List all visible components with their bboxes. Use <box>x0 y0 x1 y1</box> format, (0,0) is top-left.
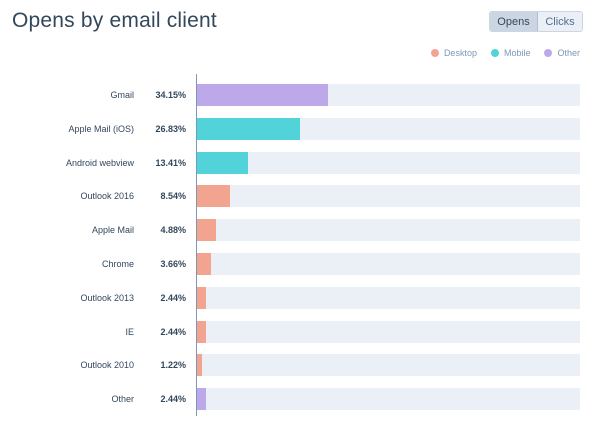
legend-dot-other-icon <box>544 49 553 57</box>
value-label: 26.83% <box>155 124 186 134</box>
chart-row: Chrome 3.66% <box>0 253 600 275</box>
bar-track <box>197 118 580 140</box>
category-label: Gmail <box>110 90 134 100</box>
bar[interactable] <box>197 185 230 207</box>
chart-row: Outlook 2013 2.44% <box>0 287 600 309</box>
value-label: 4.88% <box>160 225 186 235</box>
chart-row: Outlook 2010 1.22% <box>0 354 600 376</box>
category-label: Chrome <box>101 259 134 269</box>
bar-track <box>197 185 580 207</box>
category-label: Apple Mail (iOS) <box>68 124 134 134</box>
value-label: 3.66% <box>160 259 186 269</box>
value-label: 8.54% <box>160 191 186 201</box>
legend-dot-mobile-icon <box>490 49 499 57</box>
chart-legend: Desktop Mobile Other <box>417 48 580 58</box>
bar[interactable] <box>197 354 202 376</box>
bar[interactable] <box>197 287 207 309</box>
category-label: Android webview <box>65 158 134 168</box>
value-label: 2.44% <box>160 293 186 303</box>
bar-track <box>197 321 580 343</box>
value-label: 34.15% <box>155 90 186 100</box>
bar-track <box>197 388 580 410</box>
bar-track <box>197 253 580 275</box>
value-label: 1.22% <box>160 360 186 370</box>
chart-row: IE 2.44% <box>0 321 600 343</box>
chart-row: Other 2.44% <box>0 388 600 410</box>
category-label: Other <box>111 394 134 404</box>
legend-label-desktop: Desktop <box>443 48 477 58</box>
bar-track <box>197 354 580 376</box>
opens-clicks-toggle: Opens Clicks <box>489 11 583 32</box>
clicks-toggle-button[interactable]: Clicks <box>538 12 582 31</box>
chart-row: Apple Mail (iOS) 26.83% <box>0 118 600 140</box>
bar[interactable] <box>197 388 207 410</box>
legend-item-other: Other <box>544 48 580 58</box>
chart-row: Apple Mail 4.88% <box>0 219 600 241</box>
category-label: Outlook 2016 <box>80 191 134 201</box>
category-label: IE <box>125 327 134 337</box>
opens-toggle-button[interactable]: Opens <box>490 12 538 31</box>
chart-row: Outlook 2016 8.54% <box>0 185 600 207</box>
category-label: Outlook 2010 <box>80 360 134 370</box>
category-label: Apple Mail <box>91 225 134 235</box>
chart-axis-line <box>196 74 197 416</box>
category-label: Outlook 2013 <box>80 293 134 303</box>
bar-track <box>197 84 580 106</box>
bar[interactable] <box>197 152 249 174</box>
chart-row: Android webview 13.41% <box>0 152 600 174</box>
bar[interactable] <box>197 219 216 241</box>
legend-item-mobile: Mobile <box>490 48 531 58</box>
value-label: 2.44% <box>160 394 186 404</box>
chart-row: Gmail 34.15% <box>0 84 600 106</box>
value-label: 13.41% <box>155 158 186 168</box>
value-label: 2.44% <box>160 327 186 337</box>
legend-dot-desktop-icon <box>430 49 439 57</box>
bar-track <box>197 152 580 174</box>
legend-label-other: Other <box>557 48 580 58</box>
legend-label-mobile: Mobile <box>503 48 531 58</box>
legend-item-desktop: Desktop <box>430 48 477 58</box>
bar-track <box>197 219 580 241</box>
bar[interactable] <box>197 253 211 275</box>
bar[interactable] <box>197 321 207 343</box>
bar[interactable] <box>197 118 300 140</box>
bar[interactable] <box>197 84 328 106</box>
page-title: Opens by email client <box>12 9 217 32</box>
bar-track <box>197 287 580 309</box>
